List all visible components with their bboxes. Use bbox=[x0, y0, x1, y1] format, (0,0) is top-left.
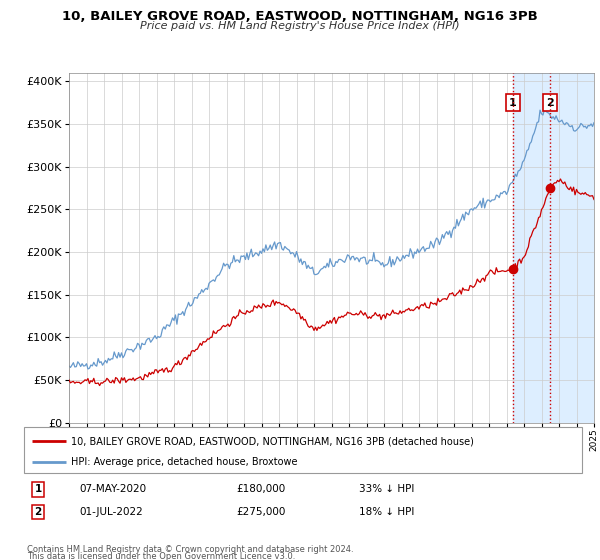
Text: £180,000: £180,000 bbox=[236, 484, 285, 494]
Text: 33% ↓ HPI: 33% ↓ HPI bbox=[359, 484, 414, 494]
Text: Price paid vs. HM Land Registry's House Price Index (HPI): Price paid vs. HM Land Registry's House … bbox=[140, 21, 460, 31]
Text: 2: 2 bbox=[34, 507, 41, 517]
Text: 1: 1 bbox=[509, 97, 517, 108]
Text: 2: 2 bbox=[547, 97, 554, 108]
Text: 1: 1 bbox=[34, 484, 41, 494]
Text: Contains HM Land Registry data © Crown copyright and database right 2024.: Contains HM Land Registry data © Crown c… bbox=[27, 545, 353, 554]
Text: £275,000: £275,000 bbox=[236, 507, 286, 517]
Text: 18% ↓ HPI: 18% ↓ HPI bbox=[359, 507, 414, 517]
Bar bbox=[512, 73, 600, 423]
Text: This data is licensed under the Open Government Licence v3.0.: This data is licensed under the Open Gov… bbox=[27, 552, 295, 560]
Text: 10, BAILEY GROVE ROAD, EASTWOOD, NOTTINGHAM, NG16 3PB: 10, BAILEY GROVE ROAD, EASTWOOD, NOTTING… bbox=[62, 10, 538, 23]
Text: 10, BAILEY GROVE ROAD, EASTWOOD, NOTTINGHAM, NG16 3PB (detached house): 10, BAILEY GROVE ROAD, EASTWOOD, NOTTING… bbox=[71, 436, 475, 446]
Text: 07-MAY-2020: 07-MAY-2020 bbox=[80, 484, 147, 494]
Text: HPI: Average price, detached house, Broxtowe: HPI: Average price, detached house, Brox… bbox=[71, 457, 298, 466]
Text: 01-JUL-2022: 01-JUL-2022 bbox=[80, 507, 143, 517]
